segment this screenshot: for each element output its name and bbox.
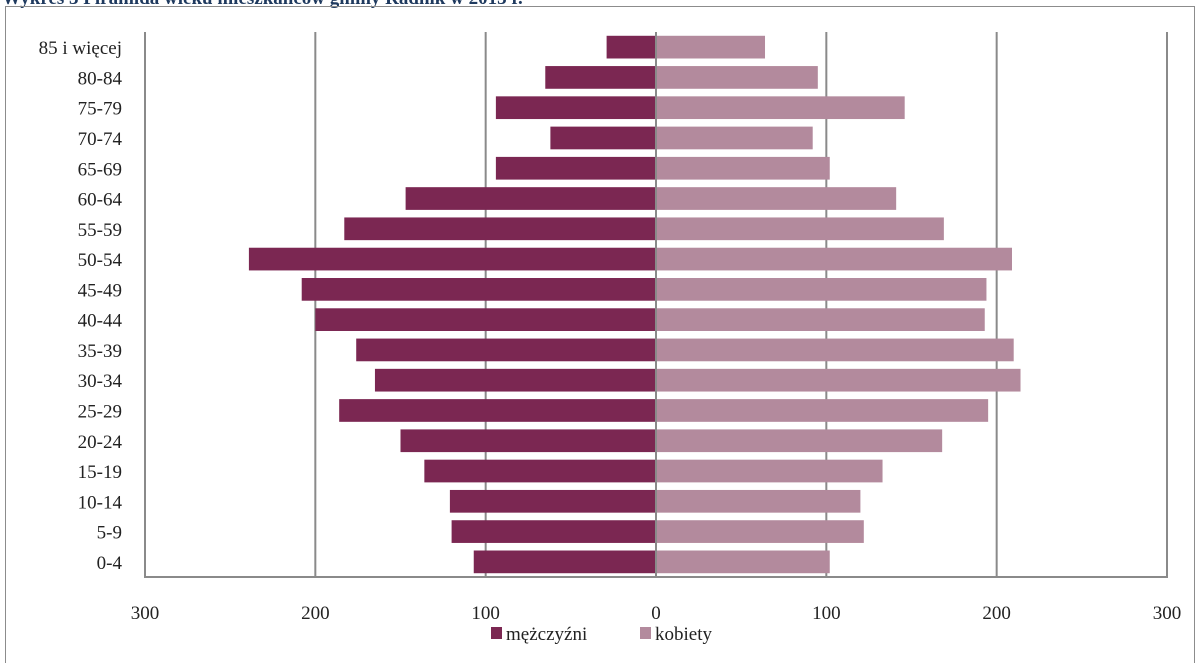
bar-women-80-84: [656, 66, 818, 89]
bar-men-85-i-więcej: [606, 35, 656, 59]
bar-women-5-9: [656, 520, 864, 543]
category-label: 10-14: [78, 492, 123, 513]
category-label: 20-24: [78, 432, 123, 453]
category-label: 75-79: [78, 99, 122, 120]
x-tick-label: 100: [812, 603, 841, 624]
bar-men-5-9: [451, 520, 656, 543]
legend-swatch-women: [640, 627, 651, 639]
bar-men-15-19: [424, 459, 656, 483]
bar-women-65-69: [656, 156, 830, 180]
bar-women-75-79: [656, 96, 905, 120]
category-label: 45-49: [78, 280, 122, 301]
bar-men-45-49: [301, 278, 656, 301]
category-label: 70-74: [78, 129, 123, 150]
gridlines: [144, 32, 1168, 577]
category-label: 25-29: [78, 401, 122, 422]
category-label: 15-19: [78, 462, 122, 483]
bar-women-0-4: [656, 550, 830, 574]
bar-women-45-49: [656, 278, 987, 301]
x-tick-label: 300: [1153, 603, 1182, 624]
chart-title: Wykres 3 Piramida wieku mieszkańców gmin…: [2, 0, 523, 10]
bar-women-25-29: [656, 399, 989, 422]
bar-men-0-4: [473, 550, 656, 574]
bar-women-55-59: [656, 217, 944, 241]
bar-men-20-24: [400, 429, 656, 453]
bar-women-10-14: [656, 489, 861, 513]
category-label: 80-84: [78, 68, 123, 89]
bar-women-35-39: [656, 338, 1014, 362]
x-tick-label: 100: [471, 603, 500, 624]
category-label: 0-4: [97, 553, 123, 574]
bar-men-65-69: [495, 156, 656, 180]
bar-men-80-84: [545, 66, 656, 89]
bar-women-85-i-więcej: [656, 35, 766, 59]
bar-men-75-79: [495, 96, 656, 120]
bar-women-50-54: [656, 247, 1012, 271]
x-tick-labels: 300 200 100 0 100 200 300: [131, 603, 1182, 624]
bar-women-30-34: [656, 368, 1021, 392]
legend-label-women: kobiety: [655, 624, 712, 645]
bar-men-40-44: [315, 308, 656, 331]
category-label: 30-34: [78, 371, 123, 392]
category-label: 55-59: [78, 220, 122, 241]
bar-men-25-29: [339, 399, 656, 422]
category-label: 65-69: [78, 159, 122, 180]
category-labels: 0-4 5-9 10-14 15-19 20-24 25-29 30-34 35-39 40-4…: [39, 38, 123, 574]
bar-men-30-34: [374, 368, 656, 392]
x-tick-label: 0: [651, 603, 661, 624]
legend-swatch-men: [491, 627, 502, 639]
bar-women-60-64: [656, 187, 897, 210]
x-tick-label: 200: [982, 603, 1011, 624]
bars: [248, 35, 1021, 574]
x-tick-label: 300: [131, 603, 160, 624]
bar-men-10-14: [449, 489, 656, 513]
category-label: 60-64: [78, 190, 123, 211]
bar-women-20-24: [656, 429, 943, 453]
legend: mężczyźni kobiety: [491, 624, 712, 645]
chart-frame: [5, 6, 1195, 663]
bar-women-70-74: [656, 126, 813, 150]
legend-label-men: mężczyźni: [506, 624, 587, 645]
category-label: 85 i więcej: [39, 38, 122, 59]
x-tick-label: 200: [301, 603, 330, 624]
category-label: 5-9: [97, 523, 122, 544]
axes: [144, 32, 1168, 578]
bar-men-35-39: [356, 338, 656, 362]
bar-men-60-64: [405, 187, 656, 210]
bar-men-50-54: [248, 247, 657, 271]
bar-men-55-59: [344, 217, 656, 241]
category-label: 50-54: [78, 250, 123, 271]
bar-men-70-74: [550, 126, 656, 150]
category-label: 35-39: [78, 341, 122, 362]
bar-women-15-19: [656, 459, 883, 483]
bar-women-40-44: [656, 308, 985, 331]
category-label: 40-44: [78, 311, 123, 332]
